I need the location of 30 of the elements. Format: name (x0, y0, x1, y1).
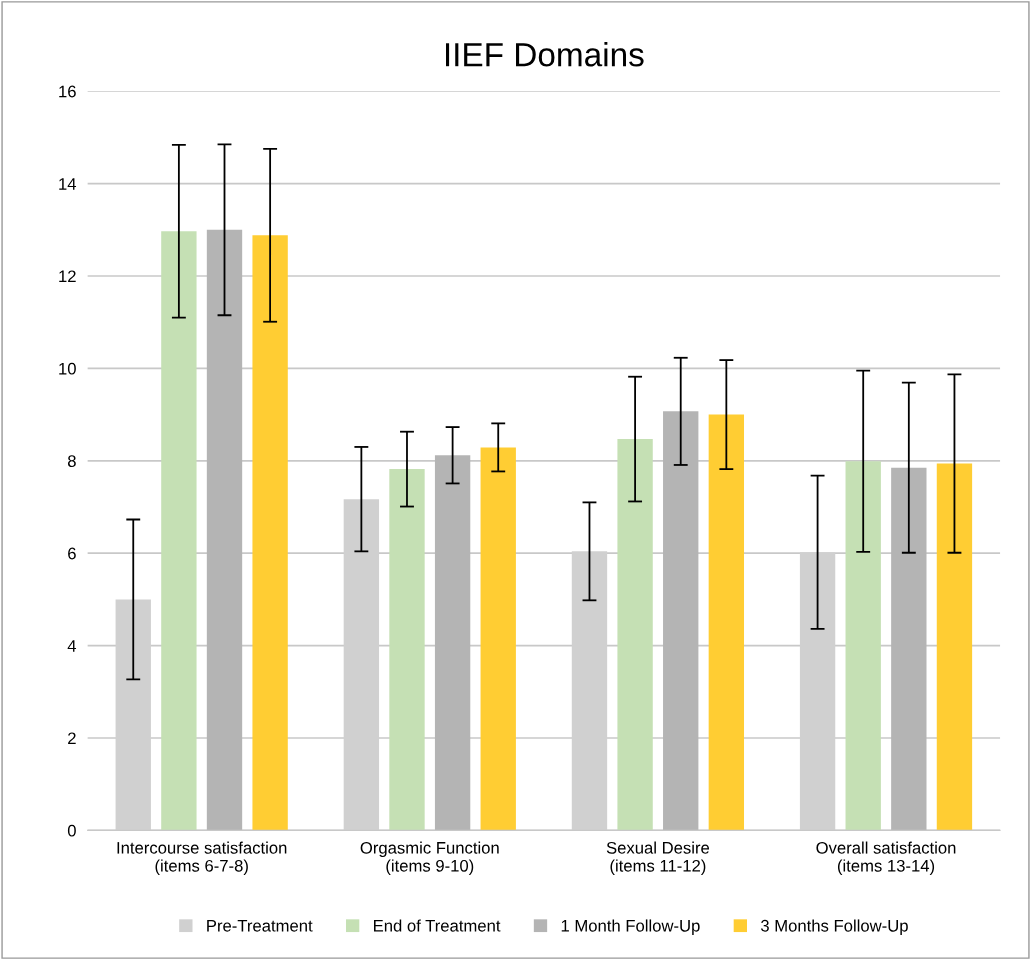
bar (936, 463, 973, 831)
y-tick-label: 14 (59, 178, 77, 190)
x-tick-label: Intercourse satisfaction (items 6-7-8) (117, 841, 287, 875)
y-tick-label: 2 (68, 732, 76, 745)
bar (389, 469, 425, 831)
bar (891, 467, 927, 831)
x-tick-label: Overall satisfaction (items 13-14) (816, 841, 956, 875)
legend-label: Pre-Treatment (207, 920, 313, 932)
legend-label: 3 Months Follow-Up (760, 919, 908, 935)
bar (708, 414, 745, 831)
chart-title: IIEF Domains (445, 42, 644, 67)
bar (480, 447, 516, 831)
legend-label: End of Treatment (374, 919, 501, 932)
bar (434, 455, 471, 831)
y-tick-label: 10 (59, 362, 76, 375)
y-tick-label: 4 (67, 640, 77, 652)
bar (252, 235, 288, 831)
bar (663, 411, 699, 831)
x-tick-label: Sexual Desire (items 11-12) (606, 841, 710, 875)
legend-label: 1 Month Follow-Up (561, 919, 700, 935)
bar (206, 229, 243, 831)
y-tick-label: 0 (67, 824, 76, 837)
y-tick-label: 8 (67, 455, 76, 467)
bar (617, 439, 653, 831)
bar (161, 231, 197, 831)
y-tick-label: 6 (68, 547, 76, 560)
y-tick-label: 16 (59, 85, 76, 98)
y-tick-label: 12 (59, 270, 76, 283)
bar (845, 461, 881, 831)
x-tick-label: Orgasmic Function (items 9-10) (360, 841, 499, 875)
